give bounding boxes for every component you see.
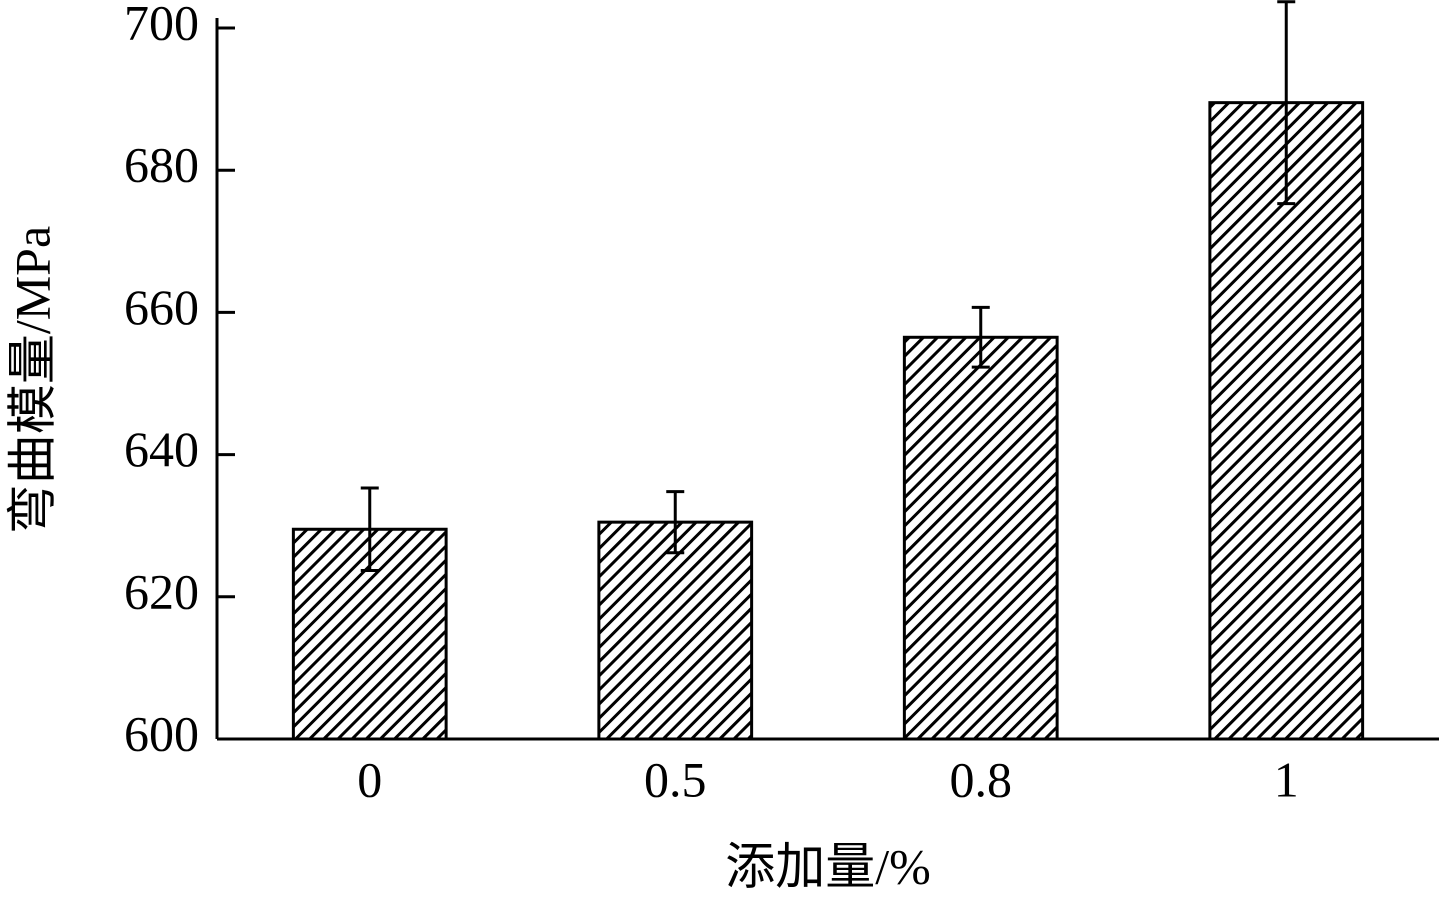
y-tick-label: 680 xyxy=(124,137,199,193)
y-tick-label: 620 xyxy=(124,563,199,619)
x-tick-label: 0.8 xyxy=(950,751,1013,807)
y-axis-label: 弯曲模量/MPa xyxy=(4,226,60,534)
y-tick-label: 700 xyxy=(124,0,199,50)
x-tick-label: 0 xyxy=(357,751,382,807)
x-axis-label: 添加量/% xyxy=(725,838,931,894)
y-tick-label: 640 xyxy=(124,421,199,477)
bar xyxy=(597,520,754,741)
y-tick-label: 660 xyxy=(124,279,199,335)
x-tick-label: 0.5 xyxy=(644,751,707,807)
bar xyxy=(1208,101,1365,741)
bar xyxy=(902,335,1059,741)
y-tick-label: 600 xyxy=(124,705,199,761)
x-tick-label: 1 xyxy=(1274,751,1299,807)
